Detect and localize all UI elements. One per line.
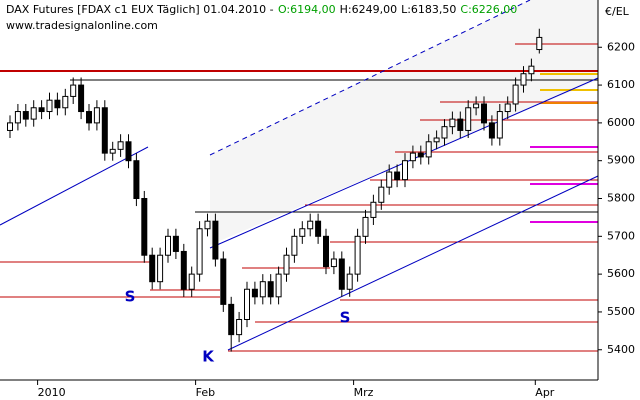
candle-body bbox=[520, 73, 527, 86]
candle-body bbox=[212, 220, 219, 260]
candle-body bbox=[220, 258, 227, 305]
x-tick-label: Mrz bbox=[354, 386, 374, 399]
subtitle: www.tradesignalonline.com bbox=[6, 19, 158, 32]
header-value: L:6183,50 bbox=[401, 3, 456, 16]
candle-body bbox=[275, 273, 282, 298]
trendline bbox=[0, 146, 149, 226]
candle-body bbox=[481, 103, 487, 124]
candle-body bbox=[354, 235, 361, 275]
candle-body bbox=[109, 148, 116, 154]
candle-body bbox=[165, 235, 171, 256]
candle-body bbox=[449, 118, 456, 128]
candle-body bbox=[417, 152, 424, 158]
candle-body bbox=[370, 201, 377, 218]
candle-body bbox=[473, 103, 480, 109]
candle-body bbox=[62, 95, 69, 109]
candle-body bbox=[330, 258, 337, 268]
y-tick-label: 5500 bbox=[607, 305, 635, 318]
y-tick-label: 5800 bbox=[607, 192, 635, 205]
candle-body bbox=[323, 235, 329, 268]
annotation: S bbox=[340, 309, 351, 327]
candle-body bbox=[307, 220, 314, 230]
candle-body bbox=[394, 171, 401, 181]
candle-body bbox=[433, 137, 440, 143]
candle-body bbox=[133, 160, 140, 200]
x-tick-label: Apr bbox=[535, 386, 555, 399]
candle-body bbox=[291, 235, 298, 256]
candle-body bbox=[536, 36, 543, 51]
candle-body bbox=[386, 171, 393, 188]
candle-body bbox=[14, 111, 21, 124]
y-axis-label: €/EL bbox=[605, 5, 630, 18]
candle-body bbox=[346, 273, 353, 290]
y-tick-label: 6000 bbox=[607, 116, 635, 129]
channel-shade bbox=[210, 0, 598, 245]
x-tick-label: Feb bbox=[196, 386, 215, 399]
candle-body bbox=[30, 107, 37, 120]
candle-body bbox=[267, 281, 274, 298]
candle-body bbox=[196, 228, 203, 275]
x-tick-label: 2010 bbox=[38, 386, 66, 399]
candle-body bbox=[402, 160, 408, 181]
candle-body bbox=[86, 111, 92, 124]
candle-body bbox=[512, 84, 519, 105]
candle-body bbox=[504, 103, 511, 113]
candle-body bbox=[528, 65, 535, 75]
candle-body bbox=[496, 111, 503, 139]
candle-body bbox=[236, 319, 243, 336]
candle-body bbox=[7, 122, 13, 131]
title: DAX Futures [FDAX c1 EUX Täglich] 01.04.… bbox=[6, 3, 274, 16]
candle-body bbox=[441, 126, 448, 139]
y-tick-label: 5700 bbox=[607, 229, 635, 242]
chart-title: DAX Futures [FDAX c1 EUX Täglich] 01.04.… bbox=[6, 3, 517, 16]
candle-body bbox=[78, 84, 85, 113]
candles bbox=[7, 28, 543, 352]
candle-body bbox=[315, 220, 322, 237]
candle-body bbox=[70, 84, 77, 97]
candle-body bbox=[38, 107, 45, 113]
candle-body bbox=[117, 141, 124, 150]
header-value: H:6249,00 bbox=[340, 3, 397, 16]
candle-body bbox=[425, 141, 432, 158]
candle-body bbox=[149, 254, 156, 283]
candle-body bbox=[101, 107, 108, 154]
candle-body bbox=[172, 235, 179, 252]
y-tick-label: 6200 bbox=[607, 40, 635, 53]
candle-body bbox=[204, 220, 211, 230]
annotation: S bbox=[125, 288, 136, 306]
candle-body bbox=[180, 250, 187, 290]
candle-body bbox=[125, 141, 132, 162]
candle-body bbox=[188, 273, 195, 290]
candle-body bbox=[488, 122, 495, 139]
y-tick-label: 5900 bbox=[607, 154, 635, 167]
candle-body bbox=[465, 107, 472, 131]
trendline bbox=[227, 175, 599, 351]
candle-body bbox=[299, 228, 306, 237]
candle-body bbox=[22, 111, 29, 120]
candle-body bbox=[46, 99, 53, 113]
candle-body bbox=[141, 198, 148, 256]
y-tick-label: 5400 bbox=[607, 343, 635, 356]
candle-body bbox=[228, 303, 235, 336]
candle-body bbox=[251, 288, 258, 298]
candle-body bbox=[378, 186, 385, 203]
header-value: C:6226,00 bbox=[460, 3, 517, 16]
y-tick-label: 5600 bbox=[607, 267, 635, 280]
candle-body bbox=[457, 118, 464, 131]
candle-body bbox=[244, 288, 250, 321]
annotation: K bbox=[202, 348, 215, 366]
candle-body bbox=[409, 152, 416, 162]
candle-body bbox=[54, 99, 61, 109]
candle-body bbox=[283, 254, 290, 275]
candle-body bbox=[93, 107, 100, 124]
candle-body bbox=[157, 254, 164, 283]
header-value: O:6194,00 bbox=[278, 3, 336, 16]
candle-body bbox=[259, 281, 266, 298]
candle-body bbox=[338, 258, 345, 290]
y-tick-label: 6100 bbox=[607, 78, 635, 91]
candle-body bbox=[362, 216, 369, 237]
header-values: O:6194,00 H:6249,00 L:6183,50 C:6226,00 bbox=[278, 3, 517, 16]
